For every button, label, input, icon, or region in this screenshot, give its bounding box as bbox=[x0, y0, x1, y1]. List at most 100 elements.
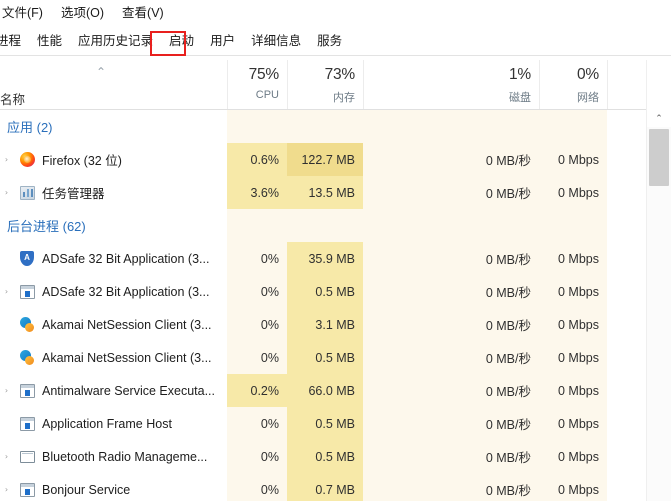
process-name-cell: › ADSafe 32 Bit Application (3... bbox=[0, 242, 227, 275]
row-expand-chevron-icon[interactable]: › bbox=[4, 287, 9, 296]
window-icon bbox=[19, 482, 35, 498]
table-row[interactable]: › Application Frame Host 0% 0.5 MB 0 MB/秒 0 M… bbox=[0, 407, 646, 440]
tab-users[interactable]: 用户 bbox=[202, 27, 244, 56]
memory-value-cell: 66.0 MB bbox=[287, 374, 363, 407]
column-header-disk[interactable]: 1% 磁盘 bbox=[363, 60, 539, 109]
cpu-total-percent: 75% bbox=[248, 66, 280, 83]
network-value-cell: 0 Mbps bbox=[539, 275, 607, 308]
menu-options[interactable]: 选项(O) bbox=[60, 6, 105, 20]
process-name-cell: › Bonjour Service bbox=[0, 473, 227, 501]
akamai-icon-glyph bbox=[19, 317, 35, 332]
column-header-memory[interactable]: 73% 内存 bbox=[287, 60, 363, 109]
process-name-cell: › Akamai NetSession Client (3... bbox=[0, 308, 227, 341]
window-icon bbox=[19, 284, 35, 300]
row-expand-chevron-icon[interactable]: › bbox=[4, 452, 9, 461]
window-icon bbox=[19, 416, 35, 432]
tab-performance[interactable]: 性能 bbox=[29, 27, 71, 56]
tab-services[interactable]: 服务 bbox=[309, 27, 351, 56]
row-spacer-cell bbox=[607, 473, 646, 501]
process-name-cell: › Bluetooth Radio Manageme... bbox=[0, 440, 227, 473]
cpu-value-cell: 0.2% bbox=[227, 374, 287, 407]
akamai-icon bbox=[19, 317, 35, 333]
group-cpu-cell bbox=[227, 110, 287, 143]
process-name-cell: › Firefox (32 位) bbox=[0, 143, 227, 176]
scroll-up-arrow-icon[interactable]: ⌃ bbox=[655, 113, 663, 124]
row-expand-chevron-icon[interactable]: › bbox=[4, 188, 9, 197]
process-list[interactable]: ›应用 (2)›Firefox (32 位)0.6%122.7 MB0 MB/秒… bbox=[0, 110, 646, 501]
process-name: 任务管理器 bbox=[42, 187, 105, 201]
group-pad-cell bbox=[607, 209, 646, 242]
column-header-memory-label: 内存 bbox=[333, 92, 355, 104]
row-expand-chevron-icon[interactable]: › bbox=[4, 155, 9, 164]
group-header-apps[interactable]: ›应用 (2) bbox=[0, 110, 646, 143]
network-value: 0 Mbps bbox=[558, 185, 599, 200]
tab-processes[interactable]: 进程 bbox=[0, 27, 30, 56]
tab-underline bbox=[0, 55, 671, 56]
column-header-network[interactable]: 0% 网络 bbox=[539, 60, 607, 109]
table-row[interactable]: › Akamai NetSession Client (3... 0% 0.5 MB 0… bbox=[0, 341, 646, 374]
disk-value-cell: 0 MB/秒 bbox=[363, 308, 539, 341]
adsafe-shield-icon-glyph bbox=[20, 251, 34, 266]
group-mem-cell bbox=[287, 110, 363, 143]
row-expand-chevron-icon[interactable]: › bbox=[4, 485, 9, 494]
group-header-background[interactable]: ›后台进程 (62) bbox=[0, 209, 646, 242]
tab-startup[interactable]: 启动 bbox=[161, 27, 203, 56]
menu-file[interactable]: 文件(F) bbox=[2, 6, 43, 20]
cpu-value-cell: 0% bbox=[227, 242, 287, 275]
process-name-cell: › Akamai NetSession Client (3... bbox=[0, 341, 227, 374]
column-header-row: ⌃ 名称 75% CPU 73% 内存 1% 磁盘 0% 网络 bbox=[0, 60, 671, 110]
process-name-cell: › ADSafe 32 Bit Application (3... bbox=[0, 275, 227, 308]
row-expander-placeholder: › bbox=[0, 308, 13, 341]
table-row[interactable]: › Antimalware Service Executa... 0.2% 66.0 … bbox=[0, 374, 646, 407]
akamai-icon bbox=[19, 350, 35, 366]
window-icon bbox=[19, 383, 35, 399]
disk-value-cell: 0 MB/秒 bbox=[363, 473, 539, 501]
memory-value-cell: 122.7 MB bbox=[287, 143, 363, 176]
scrollbar-thumb[interactable] bbox=[649, 129, 669, 186]
header-scrollbar-gap bbox=[646, 60, 671, 110]
cpu-value: 0.2% bbox=[250, 383, 280, 398]
task-manager-icon-glyph bbox=[19, 185, 35, 200]
tab-app-history[interactable]: 应用历史记录 bbox=[70, 27, 162, 56]
row-expander-placeholder: › bbox=[0, 341, 13, 374]
table-row[interactable]: › ADSafe 32 Bit Application (3... 0% 0.5 MB… bbox=[0, 275, 646, 308]
row-spacer-cell bbox=[607, 374, 646, 407]
scrollbar-track[interactable] bbox=[647, 127, 671, 501]
vertical-scrollbar[interactable]: ⌃ bbox=[646, 110, 671, 501]
network-value-cell: 0 Mbps bbox=[539, 341, 607, 374]
table-row[interactable]: › Firefox (32 位) 0.6% 122.7 MB 0 MB/秒 0 Mbps bbox=[0, 143, 646, 176]
table-row[interactable]: › ADSafe 32 Bit Application (3... 0% 35.9 M… bbox=[0, 242, 646, 275]
row-spacer-cell bbox=[607, 242, 646, 275]
process-name-cell: › Antimalware Service Executa... bbox=[0, 374, 227, 407]
cpu-value-cell: 3.6% bbox=[227, 176, 287, 209]
row-expand-chevron-icon[interactable]: › bbox=[4, 386, 9, 395]
network-value: 0 Mbps bbox=[558, 251, 599, 266]
menu-view[interactable]: 查看(V) bbox=[122, 6, 164, 20]
group-net-cell bbox=[539, 209, 607, 242]
row-spacer-cell bbox=[607, 407, 646, 440]
network-value: 0 Mbps bbox=[558, 317, 599, 332]
disk-value: 0 MB/秒 bbox=[485, 253, 531, 267]
cpu-value-cell: 0.6% bbox=[227, 143, 287, 176]
network-value-cell: 0 Mbps bbox=[539, 374, 607, 407]
network-value: 0 Mbps bbox=[558, 284, 599, 299]
memory-value-cell: 13.5 MB bbox=[287, 176, 363, 209]
network-value: 0 Mbps bbox=[558, 152, 599, 167]
network-value-cell: 0 Mbps bbox=[539, 308, 607, 341]
cpu-value: 0% bbox=[260, 251, 279, 266]
table-row[interactable]: › Bluetooth Radio Manageme... 0% 0.5 MB 0 MB… bbox=[0, 440, 646, 473]
bluetooth-window-icon-glyph bbox=[19, 450, 35, 463]
network-value: 0 Mbps bbox=[558, 449, 599, 464]
column-header-spacer bbox=[607, 60, 646, 109]
tab-strip: 进程 性能 应用历史记录 启动 用户 详细信息 服务 bbox=[0, 27, 671, 56]
tab-details[interactable]: 详细信息 bbox=[243, 27, 310, 56]
column-header-cpu[interactable]: 75% CPU bbox=[227, 60, 287, 109]
cpu-value: 0% bbox=[260, 449, 279, 464]
table-row[interactable]: › Bonjour Service 0% 0.7 MB 0 MB/秒 0 Mbps bbox=[0, 473, 646, 501]
column-header-name[interactable]: ⌃ 名称 bbox=[0, 60, 227, 109]
table-row[interactable]: › Akamai NetSession Client (3... 0% 3.1 MB 0… bbox=[0, 308, 646, 341]
row-expander-placeholder: › bbox=[0, 242, 13, 275]
disk-value: 0 MB/秒 bbox=[485, 286, 531, 300]
table-row[interactable]: › 任务管理器 3.6% 13.5 MB 0 MB/秒 0 Mbps bbox=[0, 176, 646, 209]
cpu-value: 0% bbox=[260, 317, 279, 332]
